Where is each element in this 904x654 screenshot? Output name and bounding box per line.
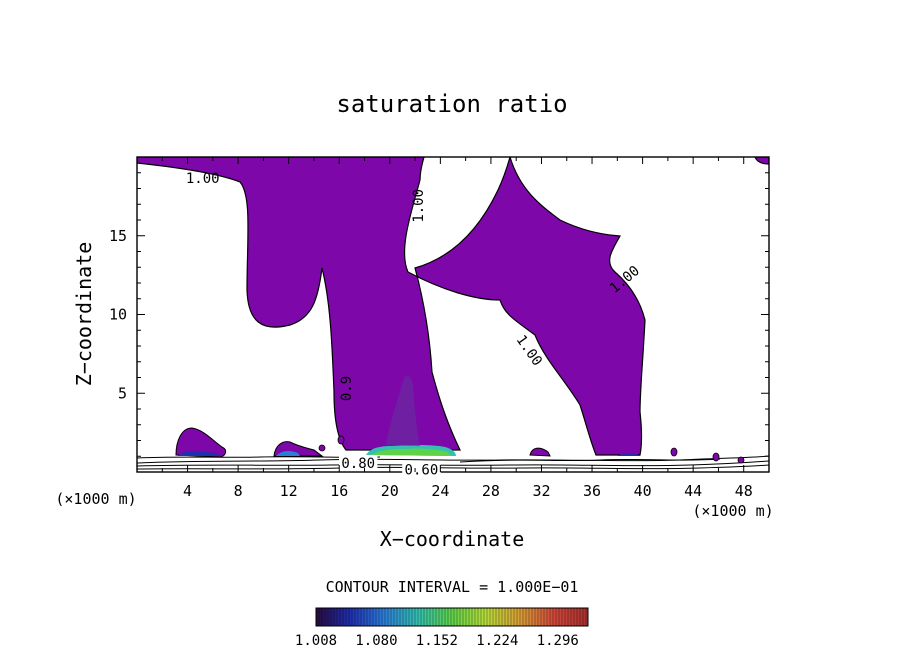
colorbar-tick-label: 1.224 <box>476 633 518 649</box>
contour-label-text: 0.9 <box>339 376 355 401</box>
z-unit-label: (×1000 m) <box>692 502 773 520</box>
contour-label-text: 0.80 <box>341 456 375 472</box>
patch-right <box>529 447 551 457</box>
x-unit-label: (×1000 m) <box>55 490 136 508</box>
contour-label: 1.00 <box>411 189 427 223</box>
colorbar-tick-label: 1.296 <box>537 633 579 649</box>
x-tick-label: 12 <box>280 482 298 500</box>
colorbar-tick-label: 1.008 <box>295 633 337 649</box>
colorbar-tick-label: 1.152 <box>416 633 458 649</box>
x-tick-label: 40 <box>634 482 652 500</box>
x-tick-label: 36 <box>583 482 601 500</box>
x-tick-label: 24 <box>431 482 449 500</box>
contour-label-text: 1.00 <box>411 189 427 223</box>
band-blue-right <box>618 453 640 456</box>
band-blue-left <box>178 451 222 456</box>
x-tick-label: 32 <box>532 482 550 500</box>
surface-contour-lines <box>137 455 769 470</box>
saturated-region-topright <box>754 157 769 165</box>
x-tick-label: 16 <box>330 482 348 500</box>
colorbar-tick-label: 1.080 <box>355 633 397 649</box>
y-axis-ticks: 5 10 15 <box>109 172 769 457</box>
band-green <box>372 448 450 456</box>
contour-label: 0.80 <box>339 455 378 472</box>
column-shading <box>386 376 420 446</box>
contour-label-text: 1.00 <box>186 171 220 187</box>
contour-label-bg <box>402 461 441 476</box>
x-axis-ticks: 4 8 12 16 20 24 28 32 36 40 44 48 <box>161 157 753 500</box>
y-tick-label: 10 <box>109 306 127 324</box>
band-blue-mid <box>276 451 300 456</box>
contour-labels: 1.001.001.001.000.90.80 0.60 <box>186 171 643 478</box>
x-axis-title: X−coordinate <box>380 527 525 551</box>
contour-label: 0.60 <box>402 461 441 478</box>
saturated-region-fill <box>137 157 646 456</box>
y-axis-title: Z−coordinate <box>72 242 96 387</box>
y-tick-label: 5 <box>118 384 127 402</box>
contour-label-bg <box>339 455 378 470</box>
y-tick-label: 15 <box>109 227 127 245</box>
scattered-cells <box>318 435 745 464</box>
patch-left <box>175 427 227 458</box>
x-tick-label: 44 <box>684 482 702 500</box>
x-tick-label: 20 <box>381 482 399 500</box>
chart-title: saturation ratio <box>336 90 567 118</box>
x-tick-label: 4 <box>183 482 192 500</box>
contour-interval-label: CONTOUR INTERVAL = 1.000E−01 <box>326 578 579 596</box>
contour-label: 1.00 <box>186 171 220 187</box>
colorbar-tick-labels: 1.008 1.080 1.152 1.224 1.296 <box>295 633 579 649</box>
contour-label: 0.9 <box>339 376 355 401</box>
x-tick-label: 48 <box>735 482 753 500</box>
x-tick-label: 8 <box>234 482 243 500</box>
x-tick-label: 28 <box>482 482 500 500</box>
plot-frame <box>136 156 770 473</box>
plot-area <box>137 157 769 470</box>
contour-label-text: 0.60 <box>405 462 439 478</box>
colorbar-stripes <box>318 608 587 626</box>
